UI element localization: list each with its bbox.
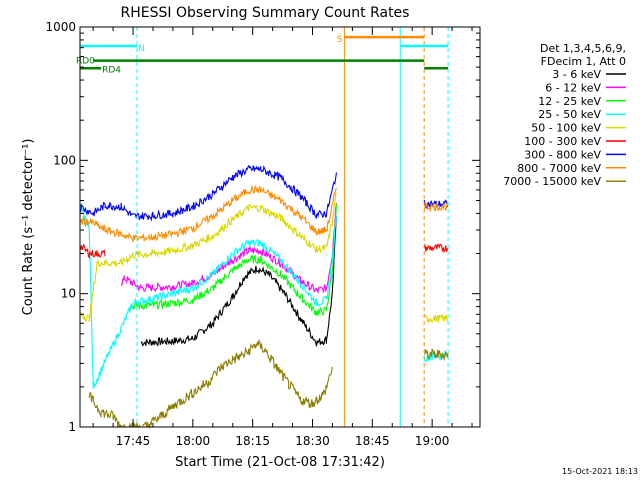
x-tick-label: 18:45 bbox=[355, 434, 390, 448]
x-axis: 17:45 18:00 18:15 18:30 18:45 19:00 bbox=[92, 27, 473, 448]
chart-title: RHESSI Observing Summary Count Rates bbox=[121, 5, 410, 21]
legend-label: 50 - 100 keV bbox=[531, 122, 601, 135]
y-tick-label: 1 bbox=[68, 420, 76, 434]
x-tick-label: 18:30 bbox=[295, 434, 330, 448]
series-line bbox=[79, 165, 449, 222]
legend-label: 6 - 12 keV bbox=[545, 81, 601, 94]
plot-area: N S RD0 RD4 bbox=[76, 27, 449, 430]
plot-frame bbox=[79, 26, 481, 428]
series-line bbox=[79, 192, 449, 324]
legend-label: 25 - 50 keV bbox=[538, 108, 601, 121]
flag-label: RD0 bbox=[76, 57, 95, 67]
legend-label: 100 - 300 keV bbox=[524, 135, 601, 148]
legend-header: FDecim 1, Att 0 bbox=[541, 55, 626, 68]
legend-label: 12 - 25 keV bbox=[538, 95, 601, 108]
x-tick-label: 18:00 bbox=[176, 434, 211, 448]
legend-label: 3 - 6 keV bbox=[552, 68, 601, 81]
y-axis: 1 10 100 1000 bbox=[45, 20, 480, 434]
y-tick-label: 1000 bbox=[45, 20, 76, 34]
x-tick-label: 19:00 bbox=[415, 434, 450, 448]
series-line bbox=[79, 184, 449, 243]
flag-label: RD4 bbox=[102, 65, 121, 75]
series-line bbox=[140, 216, 337, 347]
x-tick-label: 18:15 bbox=[235, 434, 270, 448]
flag-label: N bbox=[138, 44, 145, 54]
y-tick-label: 100 bbox=[53, 153, 76, 167]
legend: Det 1,3,4,5,6,9,FDecim 1, Att 03 - 6 keV… bbox=[503, 42, 626, 188]
legend-label: 300 - 800 keV bbox=[524, 148, 601, 161]
series-line bbox=[120, 203, 337, 295]
series-line bbox=[88, 338, 449, 430]
legend-header: Det 1,3,4,5,6,9, bbox=[540, 42, 626, 55]
timestamp: 15-Oct-2021 18:13 bbox=[562, 467, 638, 476]
x-axis-label: Start Time (21-Oct-08 17:31:42) bbox=[175, 455, 385, 470]
y-axis-label: Count Rate (s⁻¹ detector⁻¹) bbox=[21, 139, 36, 316]
series-line bbox=[128, 203, 337, 316]
series-line bbox=[79, 243, 449, 260]
x-tick-label: 17:45 bbox=[116, 434, 151, 448]
legend-label: 800 - 7000 keV bbox=[517, 162, 601, 175]
flag-label: S bbox=[337, 35, 343, 45]
y-tick-label: 10 bbox=[61, 287, 76, 301]
legend-label: 7000 - 15000 keV bbox=[503, 175, 601, 188]
